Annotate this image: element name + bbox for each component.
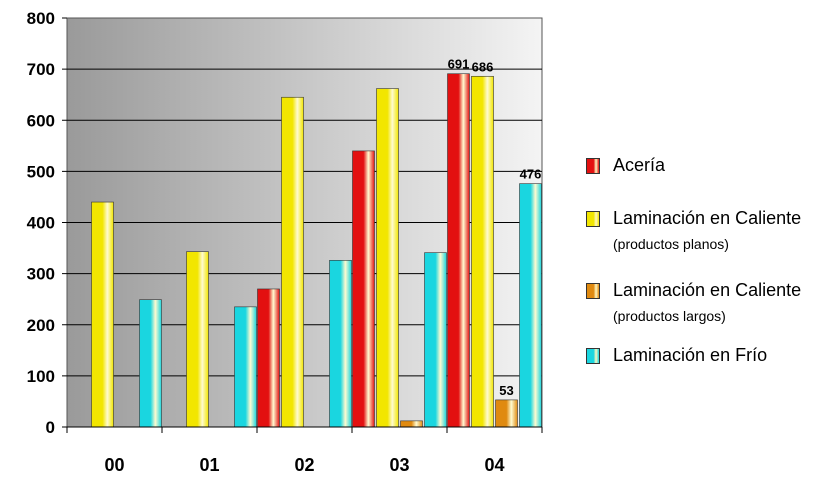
bar xyxy=(329,260,352,428)
legend-swatch xyxy=(586,158,600,174)
y-tick-label: 500 xyxy=(27,162,55,181)
legend-swatch xyxy=(586,211,600,227)
bar xyxy=(376,88,399,428)
legend-swatch xyxy=(586,283,600,299)
x-tick-label: 00 xyxy=(104,455,124,475)
bar xyxy=(186,251,209,428)
x-tick-label: 04 xyxy=(484,455,504,475)
y-tick-label: 0 xyxy=(46,418,55,437)
axes: 0 100 200 300 400 500 600 700 800 00 01 02 03 04 xyxy=(27,9,543,475)
bar xyxy=(281,96,304,428)
x-tick-label: 03 xyxy=(389,455,409,475)
legend-label: Laminación en Caliente xyxy=(613,208,802,228)
data-label: 53 xyxy=(499,383,513,398)
bar xyxy=(234,306,257,428)
bar xyxy=(447,73,470,428)
bar xyxy=(400,420,423,428)
y-tick-label: 800 xyxy=(27,9,55,28)
legend-sublabel: (productos planos) xyxy=(613,236,729,252)
bars: 691 686 53 476 xyxy=(91,57,542,428)
legend-sublabel: (productos largos) xyxy=(613,308,726,324)
bar xyxy=(257,288,280,428)
y-tick-label: 200 xyxy=(27,316,55,335)
y-tick-label: 600 xyxy=(27,111,55,130)
bar xyxy=(471,75,494,428)
data-label: 691 xyxy=(448,57,470,72)
bar xyxy=(495,399,518,428)
bar xyxy=(519,183,542,428)
bar xyxy=(139,299,162,428)
x-tick-label: 01 xyxy=(199,455,219,475)
bar xyxy=(352,150,375,428)
data-label: 686 xyxy=(472,59,494,74)
x-tick-label: 02 xyxy=(294,455,314,475)
legend-label: Laminación en Frío xyxy=(613,345,768,365)
legend-label: Acería xyxy=(613,155,666,175)
y-tick-label: 400 xyxy=(27,214,55,233)
bar xyxy=(91,201,114,428)
data-label: 476 xyxy=(520,167,542,182)
y-tick-label: 300 xyxy=(27,265,55,284)
y-tick-label: 700 xyxy=(27,60,55,79)
legend-swatch xyxy=(586,348,600,364)
legend-label: Laminación en Caliente xyxy=(613,280,802,300)
y-tick-label: 100 xyxy=(27,367,55,386)
bar xyxy=(424,252,447,428)
